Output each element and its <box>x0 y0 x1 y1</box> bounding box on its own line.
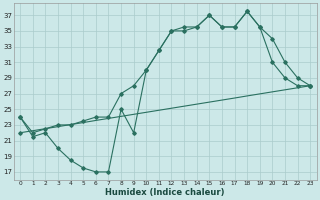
X-axis label: Humidex (Indice chaleur): Humidex (Indice chaleur) <box>106 188 225 197</box>
